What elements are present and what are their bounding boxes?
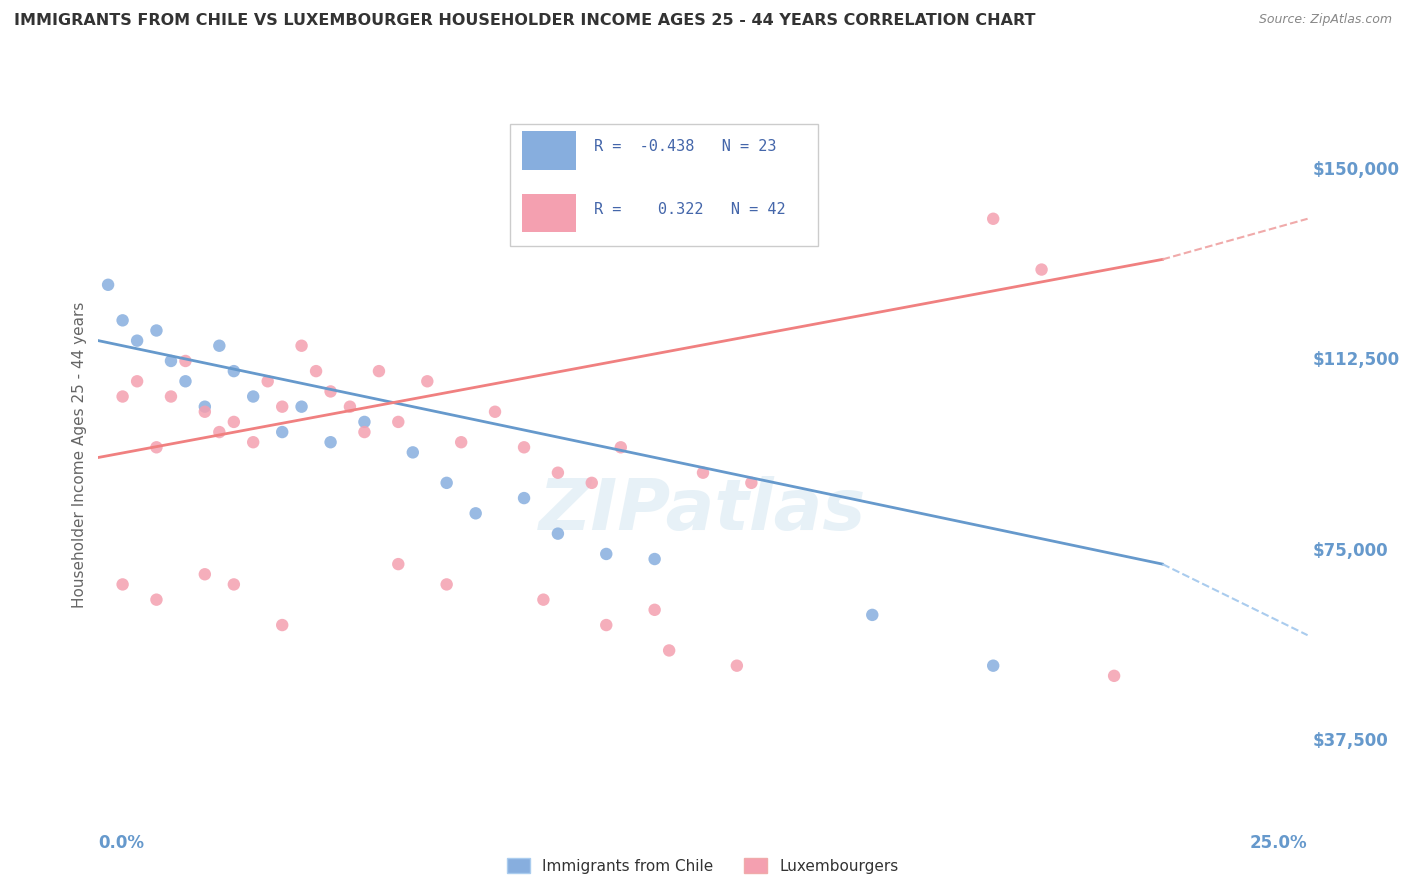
Text: R =    0.322   N = 42: R = 0.322 N = 42	[595, 202, 786, 217]
Point	[339, 400, 361, 414]
Point	[174, 354, 197, 368]
Point	[581, 475, 603, 490]
Point	[111, 577, 134, 591]
Point	[208, 425, 231, 439]
Point	[436, 577, 458, 591]
Point	[290, 400, 312, 414]
Text: Source: ZipAtlas.com: Source: ZipAtlas.com	[1258, 13, 1392, 27]
FancyBboxPatch shape	[522, 194, 576, 232]
Point	[402, 445, 425, 459]
Point	[484, 405, 506, 419]
Point	[416, 374, 439, 388]
Point	[353, 415, 375, 429]
Point	[547, 526, 569, 541]
Point	[513, 440, 536, 454]
Point	[387, 557, 409, 571]
Point	[595, 547, 617, 561]
Point	[860, 607, 883, 622]
Point	[127, 374, 149, 388]
Point	[222, 577, 245, 591]
Point	[1102, 669, 1125, 683]
Point	[290, 339, 312, 353]
Point	[97, 277, 120, 292]
Text: ZIPatlas: ZIPatlas	[540, 476, 866, 545]
Point	[740, 475, 762, 490]
Point	[610, 440, 633, 454]
Point	[658, 643, 681, 657]
Point	[547, 466, 569, 480]
Text: IMMIGRANTS FROM CHILE VS LUXEMBOURGER HOUSEHOLDER INCOME AGES 25 - 44 YEARS CORR: IMMIGRANTS FROM CHILE VS LUXEMBOURGER HO…	[14, 13, 1036, 29]
Point	[242, 390, 264, 404]
Point	[271, 618, 294, 632]
Point	[174, 374, 197, 388]
Point	[194, 405, 217, 419]
Point	[242, 435, 264, 450]
Point	[111, 390, 134, 404]
Point	[981, 658, 1004, 673]
Point	[319, 435, 342, 450]
Point	[222, 364, 245, 378]
Point	[145, 440, 167, 454]
Point	[353, 425, 375, 439]
Text: R =  -0.438   N = 23: R = -0.438 N = 23	[595, 139, 776, 154]
Point	[208, 339, 231, 353]
Point	[127, 334, 149, 348]
Point	[387, 415, 409, 429]
Point	[464, 506, 486, 520]
Text: 25.0%: 25.0%	[1250, 834, 1308, 852]
Text: 0.0%: 0.0%	[98, 834, 145, 852]
Point	[436, 475, 458, 490]
Point	[222, 415, 245, 429]
Point	[368, 364, 391, 378]
Point	[305, 364, 328, 378]
Y-axis label: Householder Income Ages 25 - 44 years: Householder Income Ages 25 - 44 years	[72, 301, 87, 608]
Legend: Immigrants from Chile, Luxembourgers: Immigrants from Chile, Luxembourgers	[501, 852, 905, 880]
Point	[981, 211, 1004, 226]
Point	[644, 603, 666, 617]
Point	[319, 384, 342, 399]
Point	[160, 354, 183, 368]
Point	[194, 400, 217, 414]
FancyBboxPatch shape	[522, 131, 576, 169]
Point	[145, 324, 167, 338]
Point	[595, 618, 617, 632]
Point	[256, 374, 278, 388]
Point	[725, 658, 748, 673]
Point	[145, 592, 167, 607]
Point	[271, 425, 294, 439]
Point	[111, 313, 134, 327]
Point	[194, 567, 217, 582]
Point	[450, 435, 472, 450]
Point	[1031, 262, 1053, 277]
Point	[160, 390, 183, 404]
Point	[644, 552, 666, 566]
Point	[692, 466, 714, 480]
FancyBboxPatch shape	[509, 124, 818, 246]
Point	[271, 400, 294, 414]
Point	[513, 491, 536, 505]
Point	[531, 592, 554, 607]
